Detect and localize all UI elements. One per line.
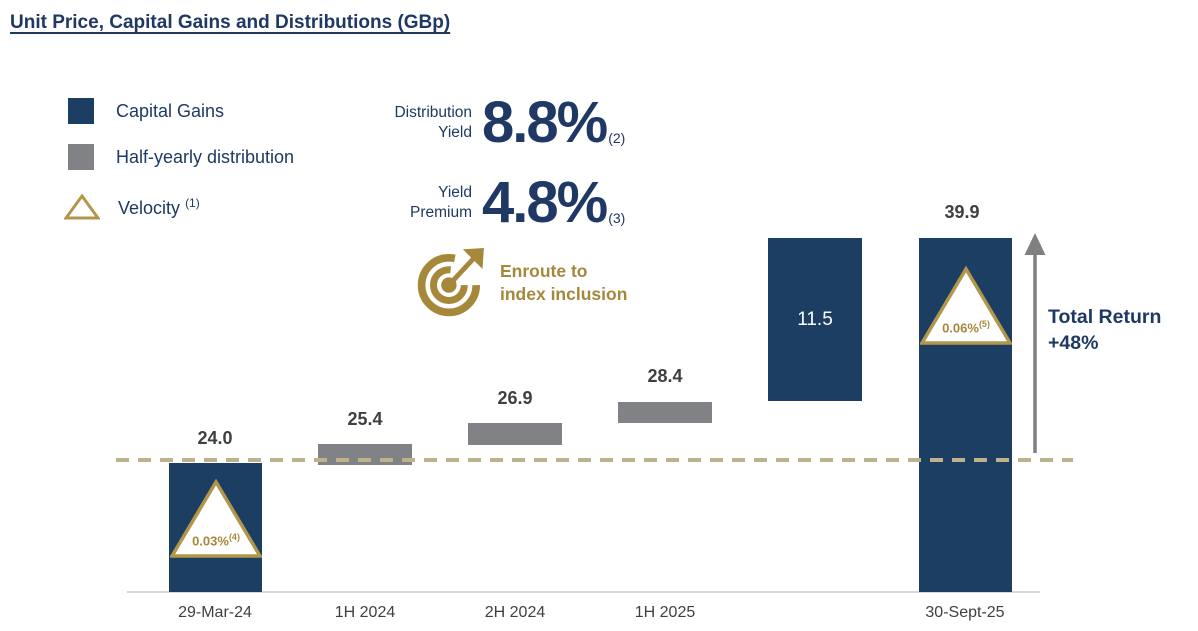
footnote-ref: (4) [228,532,240,542]
index-inclusion-callout: Enroute to index inclusion [415,248,627,318]
capital-gains-swatch-icon [68,98,94,124]
velocity-marker-triangle-icon [920,265,1012,345]
metric-yield-premium: Yield Premium 4.8% (3) [372,174,625,232]
metric-value: 4.8% [482,170,608,235]
distribution-swatch-icon [68,144,94,170]
page-title: Unit Price, Capital Gains and Distributi… [10,12,451,33]
x-axis-label: 2H 2024 [484,604,546,621]
x-axis-label: 30-Sept-25 [925,604,1005,621]
legend-item-capital-gains: Capital Gains [68,98,224,124]
footnote-ref: (1) [185,195,200,210]
legend-label: Velocity (1) [118,195,200,218]
total-return-label: Total Return +48% [1048,306,1162,355]
bar-value-label: 24.0 [197,428,233,448]
legend-item-half-yearly-distribution: Half-yearly distribution [68,144,294,170]
velocity-marker-triangle-icon [170,478,262,558]
x-axis-label: 1H 2024 [334,604,396,621]
up-arrow-icon [1024,233,1046,453]
metric-distribution-yield: Distribution Yield 8.8% (2) [372,94,625,152]
callout-text: Enroute to index inclusion [500,260,628,304]
velocity-marker-label: 0.06%(5) [942,319,990,336]
bar-value-label: 26.9 [497,388,533,408]
footnote-ref: (2) [608,130,626,146]
reference-dashed-line [116,458,1073,462]
bar-distribution-2h-2024 [468,423,562,445]
bar-value-label: 25.4 [347,409,383,429]
legend-label: Capital Gains [116,100,225,121]
bar-distribution-1h-2025 [618,402,712,423]
x-axis-label: 29-Mar-24 [178,604,252,621]
x-axis-baseline [127,591,1040,593]
bar-value-label: 28.4 [647,366,683,386]
legend-label: Half-yearly distribution [116,146,295,167]
bar-value-label: 39.9 [944,202,980,222]
metric-value: 8.8% [482,90,608,155]
footnote-ref: (5) [978,319,990,329]
bar-capital-gains-2h-2025: 11.5 [768,238,862,401]
velocity-marker-label: 0.03%(4) [192,532,240,549]
metric-label: Yield Premium [409,183,472,221]
x-axis-label: 1H 2025 [634,604,696,621]
legend-item-velocity: Velocity (1) [64,193,200,221]
velocity-triangle-icon [64,193,100,220]
metric-label: Distribution Yield [394,103,472,141]
bar-value-label: 11.5 [797,308,833,330]
footnote-ref: (3) [608,210,626,226]
target-dart-icon [417,248,484,317]
